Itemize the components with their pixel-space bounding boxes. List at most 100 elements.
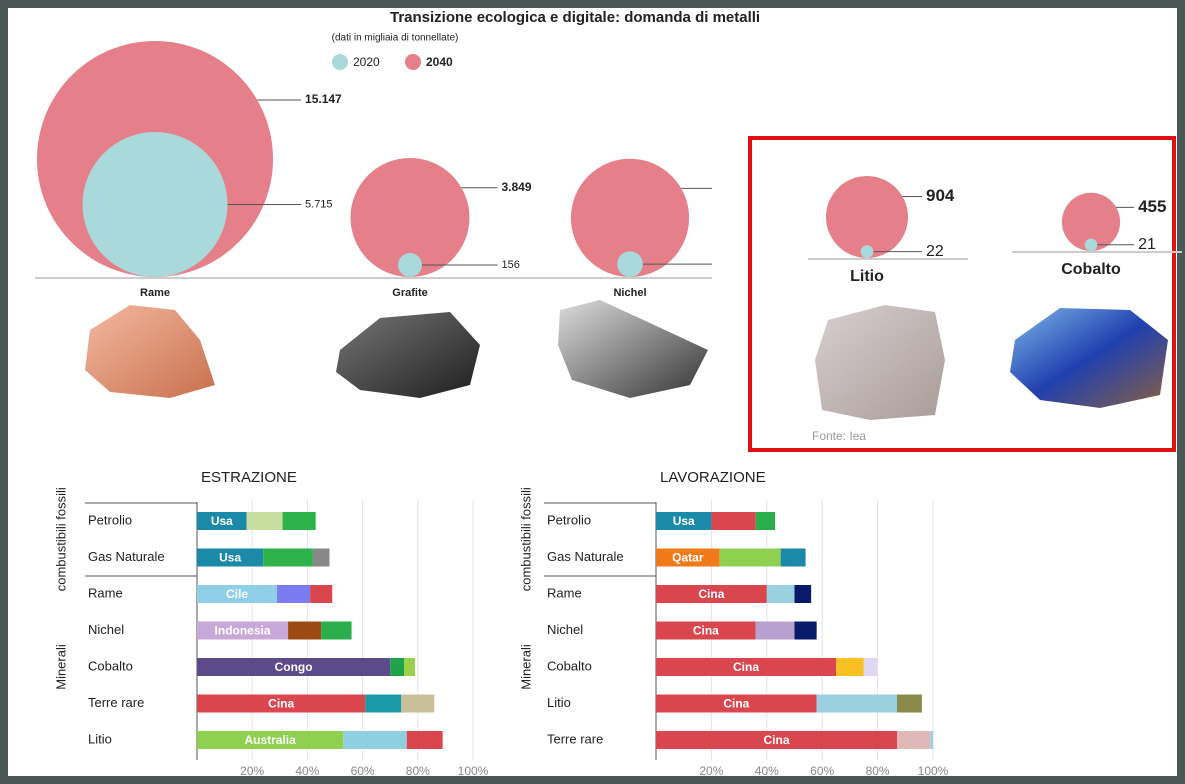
bar-segment bbox=[896, 694, 922, 713]
bubble-inset: 904 22 455 21 bbox=[825, 175, 1166, 260]
copper-image bbox=[85, 305, 215, 398]
bar-segment bbox=[656, 512, 712, 530]
bar-segment bbox=[755, 512, 776, 530]
bar-segment bbox=[896, 731, 931, 749]
value-label: 3.849 bbox=[501, 180, 531, 194]
bubble-2040 bbox=[350, 158, 470, 277]
bar-segment bbox=[310, 585, 333, 603]
bar-segment bbox=[312, 548, 330, 567]
segment-label: Cina bbox=[693, 624, 719, 638]
bar-segment bbox=[656, 548, 720, 567]
bar-segment bbox=[816, 694, 897, 713]
category-label: Litio bbox=[850, 268, 884, 285]
bubble-2020 bbox=[860, 245, 874, 258]
bar-segment bbox=[197, 731, 344, 749]
bar-segment bbox=[863, 658, 878, 676]
graphite-image bbox=[336, 312, 480, 398]
bar-segment bbox=[656, 694, 817, 713]
group-label: Minerali bbox=[518, 644, 533, 690]
category-label: Gas Naturale bbox=[88, 549, 165, 564]
segment-label: Indonesia bbox=[215, 624, 271, 638]
category-label: Petrolio bbox=[547, 512, 591, 527]
segment-label: Cina bbox=[733, 660, 759, 674]
chart-title: ESTRAZIONE bbox=[201, 469, 297, 486]
category-label: Rame bbox=[140, 287, 170, 299]
category-label: Rame bbox=[547, 585, 582, 600]
category-label: Terre rare bbox=[88, 695, 144, 710]
legend-label: 2020 bbox=[353, 55, 380, 69]
bubble-2040 bbox=[1061, 192, 1121, 252]
bar-segment bbox=[197, 548, 264, 567]
category-label: Terre rare bbox=[547, 731, 603, 746]
bar-segment bbox=[711, 512, 756, 530]
bar-segment bbox=[794, 621, 817, 640]
category-label: Nichel bbox=[547, 622, 583, 637]
value-label: 15.147 bbox=[305, 92, 342, 106]
bar-segment bbox=[930, 731, 933, 749]
bar-segment bbox=[277, 585, 311, 603]
bar-segment bbox=[755, 621, 795, 640]
bar-segment bbox=[197, 658, 391, 676]
x-tick-label: 80% bbox=[866, 764, 890, 778]
category-label: Cobalto bbox=[88, 658, 133, 673]
segment-label: Cina bbox=[698, 587, 724, 601]
x-tick-label: 20% bbox=[699, 764, 723, 778]
group-label: combustibili fossili bbox=[518, 487, 533, 591]
bubble-2020 bbox=[617, 251, 643, 277]
legend-swatch bbox=[405, 54, 421, 70]
source: Fonte: Iea bbox=[812, 429, 866, 443]
bar-segment bbox=[197, 512, 247, 530]
cobalt-image bbox=[1010, 308, 1168, 408]
segment-label: Usa bbox=[219, 551, 241, 565]
bar-segment bbox=[321, 621, 352, 640]
segment-label: Cina bbox=[723, 697, 749, 711]
bar-segment bbox=[263, 548, 313, 567]
bar-segment bbox=[401, 694, 435, 713]
segment-label: Usa bbox=[673, 514, 695, 528]
bar-segment bbox=[197, 621, 289, 640]
bar-segment bbox=[343, 731, 407, 749]
legend-swatch bbox=[332, 54, 348, 70]
bar-segment bbox=[197, 694, 366, 713]
bar-segment bbox=[656, 731, 897, 749]
value-label: 21 bbox=[1138, 236, 1156, 253]
x-tick-label: 60% bbox=[351, 764, 375, 778]
category-label: Cobalto bbox=[1061, 261, 1121, 278]
x-tick-label: 80% bbox=[406, 764, 430, 778]
category-label: Nichel bbox=[613, 287, 646, 299]
bar-charts: ESTRAZIONE 20% 40% 60% 80% 100% combustibili f… bbox=[53, 469, 948, 778]
value-label: 156 bbox=[501, 259, 519, 271]
chart-title: LAVORAZIONE bbox=[660, 469, 766, 486]
segment-label: Qatar bbox=[672, 551, 704, 565]
bubble-2020 bbox=[1084, 238, 1098, 251]
x-tick-label: 40% bbox=[295, 764, 319, 778]
segment-label: Cina bbox=[763, 733, 789, 747]
segment-label: Cile bbox=[226, 587, 248, 601]
category-label: Petrolio bbox=[88, 512, 132, 527]
x-tick-label: 20% bbox=[240, 764, 264, 778]
bar-segment bbox=[197, 585, 278, 603]
group-label: combustibili fossili bbox=[53, 487, 68, 591]
bar-segment bbox=[766, 585, 795, 603]
segment-label: Congo bbox=[275, 660, 313, 674]
bar-segment bbox=[246, 512, 283, 530]
segment-label: Usa bbox=[211, 514, 233, 528]
segment-label: Cina bbox=[268, 697, 294, 711]
bar-segment bbox=[656, 621, 756, 640]
value-label: 904 bbox=[926, 186, 955, 205]
category-label: Nichel bbox=[88, 622, 124, 637]
bar-segment bbox=[365, 694, 402, 713]
category-label: Cobalto bbox=[547, 658, 592, 673]
bar-segment bbox=[406, 731, 443, 749]
bar-segment bbox=[390, 658, 404, 676]
group-label: Minerali bbox=[53, 644, 68, 690]
x-tick-label: 60% bbox=[810, 764, 834, 778]
value-label: 455 bbox=[1138, 197, 1166, 216]
value-label: 5.715 bbox=[305, 198, 333, 210]
bar-segment bbox=[719, 548, 781, 567]
bar-segment bbox=[282, 512, 316, 530]
value-label: 22 bbox=[926, 243, 944, 260]
bubble-2040 bbox=[825, 175, 909, 258]
bar-segment bbox=[656, 585, 767, 603]
